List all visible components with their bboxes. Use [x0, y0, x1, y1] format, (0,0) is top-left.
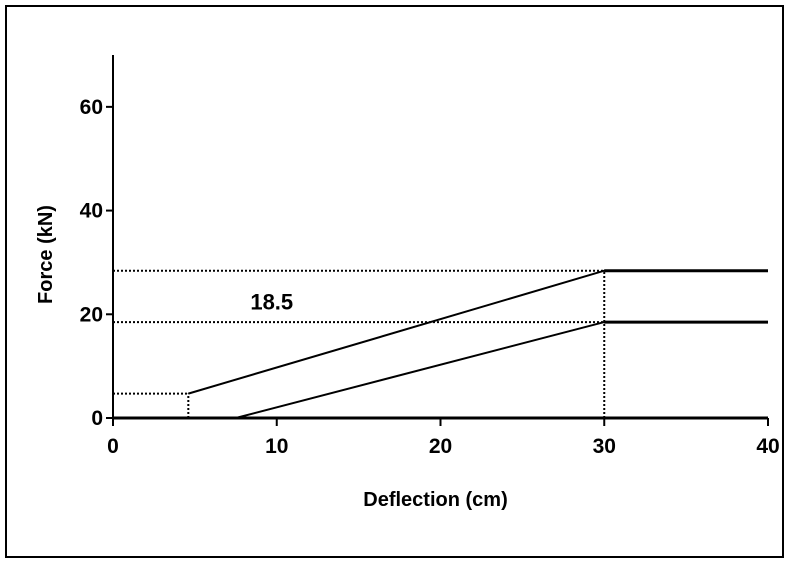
reference-lines — [113, 269, 606, 418]
y-tick-label: 0 — [91, 407, 103, 430]
x-tick-label: 30 — [593, 435, 616, 458]
x-axis-title: Deflection (cm) — [363, 489, 507, 511]
y-tick-label: 60 — [80, 96, 103, 119]
chart-frame — [5, 5, 784, 558]
series-group — [188, 269, 768, 419]
series-line — [235, 321, 768, 419]
y-axis-title: Force (kN) — [35, 205, 57, 304]
x-tick-label: 40 — [756, 435, 779, 458]
x-tick-label: 20 — [429, 435, 452, 458]
x-tick-label: 0 — [107, 435, 119, 458]
axes — [112, 55, 768, 420]
y-tick-label: 40 — [80, 200, 103, 223]
ticks: 0 10 20 30 40 0 20 40 60 — [80, 96, 780, 458]
annotation-label: 18.5 — [250, 289, 293, 314]
x-tick-label: 10 — [265, 435, 288, 458]
y-tick-label: 20 — [80, 303, 103, 326]
annotations: 18.5 — [250, 289, 293, 314]
